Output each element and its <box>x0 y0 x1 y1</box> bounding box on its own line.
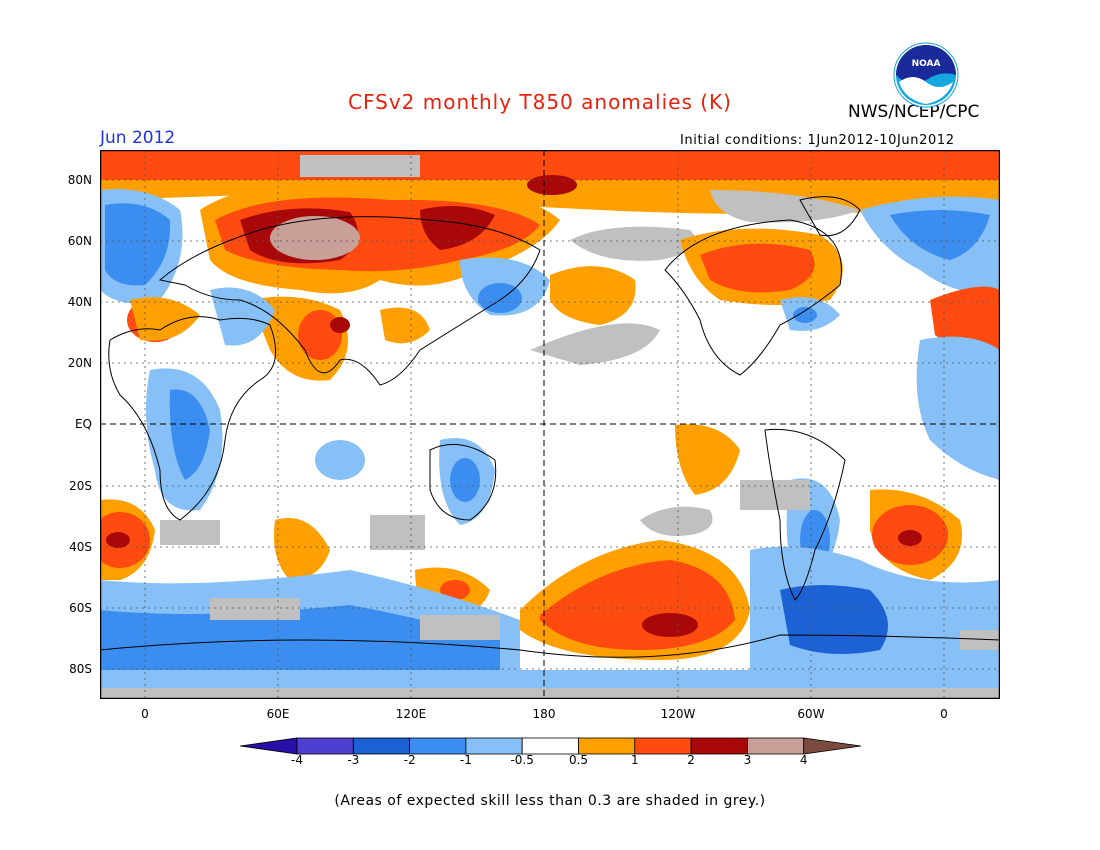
lon-label-120w: 120W <box>660 707 696 721</box>
lat-label-60n: 60N <box>67 234 92 248</box>
lat-label-80s: 80S <box>69 662 92 676</box>
south-america-coastline <box>764 428 846 601</box>
lon-label-180: 180 <box>532 707 556 721</box>
north-america-warm <box>700 243 815 293</box>
coastlines <box>100 196 1000 658</box>
australia-coastline <box>429 443 497 521</box>
colorbar-tick-label: -1 <box>459 753 472 767</box>
lon-label-60w: 60W <box>797 707 825 721</box>
noaa-logo-emblem: NOAA <box>893 42 959 108</box>
indian-ocean-cool-light <box>315 440 365 480</box>
grey-patch-6 <box>960 630 1000 650</box>
chart-title: CFSv2 monthly T850 anomalies (K) <box>348 90 732 114</box>
south-pacific-hot-anomaly <box>642 613 698 637</box>
south-atlantic-east-hot <box>898 530 922 546</box>
colorbar-swatch <box>352 737 411 755</box>
colorbar-swatch <box>409 737 467 755</box>
north-pacific-warm <box>550 266 636 325</box>
month-label: Jun 2012 <box>100 128 176 148</box>
north-america-coastline <box>664 219 842 376</box>
colorbar-tick-label: -0.5 <box>510 753 534 767</box>
initial-conditions-label: Initial conditions: 1Jun2012-10Jun2012 <box>680 133 955 148</box>
colorbar-swatch <box>634 737 692 755</box>
lat-label-60s: 60S <box>69 601 92 615</box>
lat-label-20s: 20S <box>69 479 92 493</box>
africa-cool <box>169 389 210 480</box>
indian-ocean-south-warm <box>274 518 330 580</box>
lon-label-60e: 60E <box>266 707 290 721</box>
colorbar-swatch <box>521 737 579 755</box>
lat-label-20n: 20N <box>67 356 92 370</box>
south-pacific-grey <box>640 506 713 536</box>
lat-label-40s: 40S <box>69 540 92 554</box>
bering-grey <box>570 226 696 261</box>
europe-east-warm <box>930 286 1000 351</box>
mediterranean-moderate <box>130 297 200 341</box>
tasman-warm-core <box>440 580 470 600</box>
graticule <box>100 150 1000 699</box>
tropical-atlantic-cool <box>916 336 1000 480</box>
canada-grey <box>710 190 860 223</box>
drake-passage-cool <box>780 585 888 654</box>
lon-label-0-west: 0 <box>141 707 149 721</box>
reference-lines <box>100 150 1000 699</box>
china-warm <box>380 307 430 344</box>
anomaly-map <box>100 150 1000 699</box>
colorbar-swatch <box>746 737 805 755</box>
colorbar-tick-label: 0.5 <box>568 753 589 767</box>
colorbar-tick-label: 1 <box>630 753 639 767</box>
grey-patch-5 <box>160 520 220 545</box>
antarctic-grey-band <box>100 688 1000 699</box>
colorbar-swatch <box>465 737 523 755</box>
agency-label: NWS/NCEP/CPC <box>848 102 980 122</box>
grey-patch-3 <box>370 515 425 550</box>
colorbar-tick-label: -4 <box>291 753 303 767</box>
north-pacific-cool <box>478 283 522 313</box>
lon-label-120e: 120E <box>395 707 427 721</box>
siberia-east-hot-anomaly <box>420 206 495 250</box>
siberia-extreme-anomaly <box>270 216 360 260</box>
colorbar <box>239 736 862 756</box>
eastern-us-cool <box>793 307 817 323</box>
north-pacific-grey <box>530 323 660 365</box>
arctic-hot-spot <box>527 175 577 195</box>
colorbar-swatch <box>296 737 354 755</box>
noaa-logo: NOAA <box>893 42 959 108</box>
grey-patch-2 <box>420 615 500 640</box>
antarctica-coastline <box>100 634 1000 658</box>
map-svg <box>100 150 1000 699</box>
north-atlantic-west-cool <box>890 210 990 260</box>
logo-text: NOAA <box>912 59 941 69</box>
tibet-hot <box>330 317 350 333</box>
colorbar-swatch <box>578 737 636 755</box>
north-atlantic-cool <box>105 203 171 286</box>
arctic-grey-patch <box>300 155 420 177</box>
colorbar-swatch <box>690 737 748 755</box>
colorbar-swatch-min <box>239 737 298 755</box>
lat-label-80n: 80N <box>67 173 92 187</box>
lon-label-0-east: 0 <box>940 707 948 721</box>
colorbar-svg <box>239 737 862 755</box>
skill-footnote: (Areas of expected skill less than 0.3 a… <box>334 793 766 809</box>
tibet-warm <box>298 310 342 360</box>
south-atlantic-hot <box>106 532 130 548</box>
eurasia-coastline <box>158 216 541 386</box>
colorbar-tick-label: 3 <box>743 753 752 767</box>
colorbar-swatch-max <box>803 737 862 755</box>
lat-label-40n: 40N <box>67 295 92 309</box>
colorbar-tick-label: 2 <box>687 753 695 767</box>
australia-cool <box>450 458 480 502</box>
lat-label-eq: EQ <box>74 417 92 431</box>
colorbar-tick-label: -2 <box>403 753 416 767</box>
grey-patch-1 <box>210 598 300 620</box>
colorbar-tick-label: 4 <box>799 753 808 767</box>
east-pacific-warm-2 <box>685 438 725 482</box>
colorbar-tick-label: -3 <box>347 753 360 767</box>
map-frame <box>100 150 1000 699</box>
greenland-coastline <box>799 196 861 237</box>
